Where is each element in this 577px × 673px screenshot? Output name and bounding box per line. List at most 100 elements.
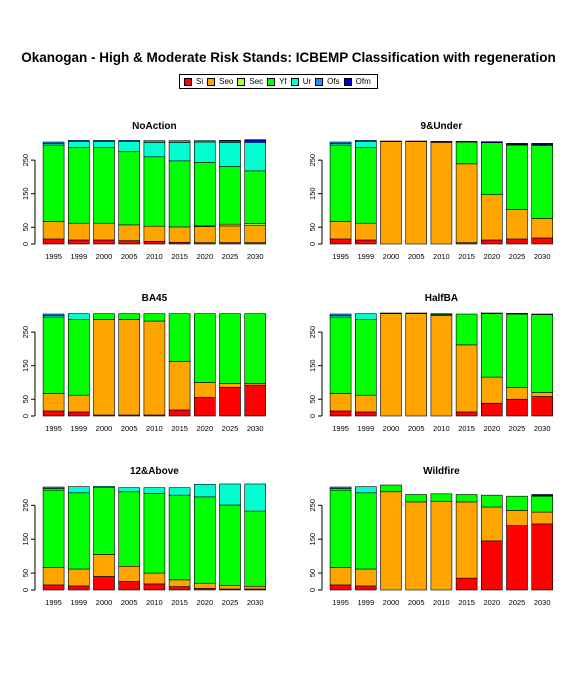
bar-segment-yf (480, 142, 503, 195)
bar-segment-seo (329, 221, 352, 240)
chart-panel-0: NoAction 0 50 150 250 1995 1999 2000 2005 2010 201… (21, 121, 266, 261)
x-tick-label: 2025 (509, 598, 526, 607)
bar-segment-seo (329, 567, 352, 586)
legend-swatch (267, 77, 276, 86)
bar-segment-ofs (329, 486, 352, 489)
bar-segment-ofm (430, 141, 453, 143)
x-tick-label: 1995 (332, 424, 349, 433)
bar-segment-seo (42, 393, 65, 412)
bar-segment-si (244, 384, 266, 417)
bar-segment-seo (168, 226, 191, 243)
bar-segment-seo (380, 313, 402, 417)
bar-segment-si (168, 409, 191, 417)
bar-segment-ur (118, 487, 140, 493)
x-tick-label: 2005 (121, 598, 138, 607)
bar-segment-yf (455, 313, 478, 346)
bar-segment-ur (168, 487, 191, 496)
bar-segment-si (455, 411, 478, 417)
bar-segment-yf (68, 319, 90, 396)
x-tick-label: 2020 (483, 598, 500, 607)
bar-segment-seo (143, 320, 166, 416)
x-tick-label: 2020 (483, 252, 500, 261)
bar-segment-ur (354, 486, 377, 494)
bar-segment-seo (531, 511, 554, 525)
x-tick-label: 2030 (247, 598, 264, 607)
bar-segment-yf (506, 144, 528, 210)
x-tick-label: 1995 (45, 598, 62, 607)
bar-segment-seo (430, 500, 453, 591)
x-tick-label: 1999 (357, 252, 374, 261)
y-tick-label: 50 (21, 395, 30, 403)
chart-panel-3: HalfBA 0 50 150 250 1995 1999 2000 2005 2010 2015 2… (308, 293, 554, 433)
legend-label: Yf (279, 77, 287, 86)
bar-segment-seo (93, 554, 115, 577)
x-tick-label: 2015 (171, 424, 188, 433)
bar-segment-yf (244, 510, 266, 587)
bar-segment-seo (329, 393, 352, 412)
x-tick-label: 2030 (534, 252, 551, 261)
y-tick-label: 0 (308, 242, 317, 246)
bar-segment-yf (219, 313, 241, 384)
bar-segment-ofm (244, 139, 266, 142)
bar-segment-yf (42, 144, 65, 222)
bar-segment-seo (506, 209, 528, 240)
bar-segment-ofs (329, 313, 352, 316)
bar-segment-seo (168, 361, 191, 411)
y-tick-label: 150 (308, 187, 317, 200)
x-tick-label: 2010 (146, 598, 163, 607)
bar-segment-seo (68, 394, 90, 413)
x-tick-label: 2005 (408, 598, 425, 607)
bar-segment-seo (219, 383, 241, 388)
bar-segment-seo (354, 394, 377, 413)
x-tick-label: 2015 (458, 252, 475, 261)
chart-panel-1: 9&Under 0 50 150 250 1995 1999 2000 2005 2010 2015… (308, 121, 554, 261)
bar-segment-si (68, 585, 90, 591)
bar-segment-ofm (380, 140, 402, 142)
bar-segment-ofm (430, 313, 453, 315)
bar-segment-seo (405, 313, 428, 417)
legend-label: Ofs (327, 77, 340, 86)
bar-segment-seo (480, 376, 503, 404)
x-tick-label: 2015 (171, 252, 188, 261)
bar-segment-seo (219, 585, 241, 590)
bar-segment-seo (118, 319, 140, 416)
bar-segment-si (68, 411, 90, 417)
x-tick-label: 2020 (196, 252, 213, 261)
bar-segment-yf (455, 141, 478, 165)
bar-segment-seo (118, 224, 140, 241)
main-title: Okanogan - High & Moderate Risk Stands: … (21, 50, 556, 65)
x-tick-label: 1999 (70, 252, 87, 261)
bar-segment-yf (354, 319, 377, 396)
bar-segment-seo (430, 142, 453, 245)
x-tick-label: 2025 (222, 424, 239, 433)
bar-segment-ofm (405, 312, 428, 314)
bar-segment-yf (118, 491, 140, 567)
bar-segment-ur (118, 141, 140, 153)
bar-segment-yf (168, 494, 191, 581)
bar-segment-si (354, 411, 377, 417)
bar-segment-seo (93, 319, 115, 416)
bar-segment-ur (354, 141, 377, 149)
bar-segment-ur (219, 483, 241, 506)
x-tick-label: 2020 (196, 598, 213, 607)
bar-segment-yf (143, 156, 166, 227)
bar-segment-seo (244, 224, 266, 243)
x-tick-label: 2000 (96, 424, 113, 433)
x-tick-label: 2000 (383, 424, 400, 433)
legend-item-ofs: Ofs (315, 77, 340, 86)
y-tick-label: 150 (308, 533, 317, 546)
y-tick-label: 150 (21, 359, 30, 372)
bar-segment-si (118, 240, 140, 245)
y-tick-label: 250 (21, 326, 30, 339)
x-tick-label: 2005 (121, 424, 138, 433)
bar-segment-ofs (68, 140, 90, 142)
legend-label: Seo (219, 77, 234, 86)
chart-panel-4: 12&Above 0 50 150 250 1995 1999 2000 2005 2010 201… (21, 466, 266, 607)
bar-segment-yf (455, 494, 478, 503)
bar-segment-seo (506, 510, 528, 526)
y-tick-label: 150 (21, 187, 30, 200)
bar-segment-si (480, 239, 503, 245)
x-tick-label: 2000 (383, 598, 400, 607)
y-tick-label: 150 (308, 359, 317, 372)
bar-segment-ur (93, 141, 115, 149)
